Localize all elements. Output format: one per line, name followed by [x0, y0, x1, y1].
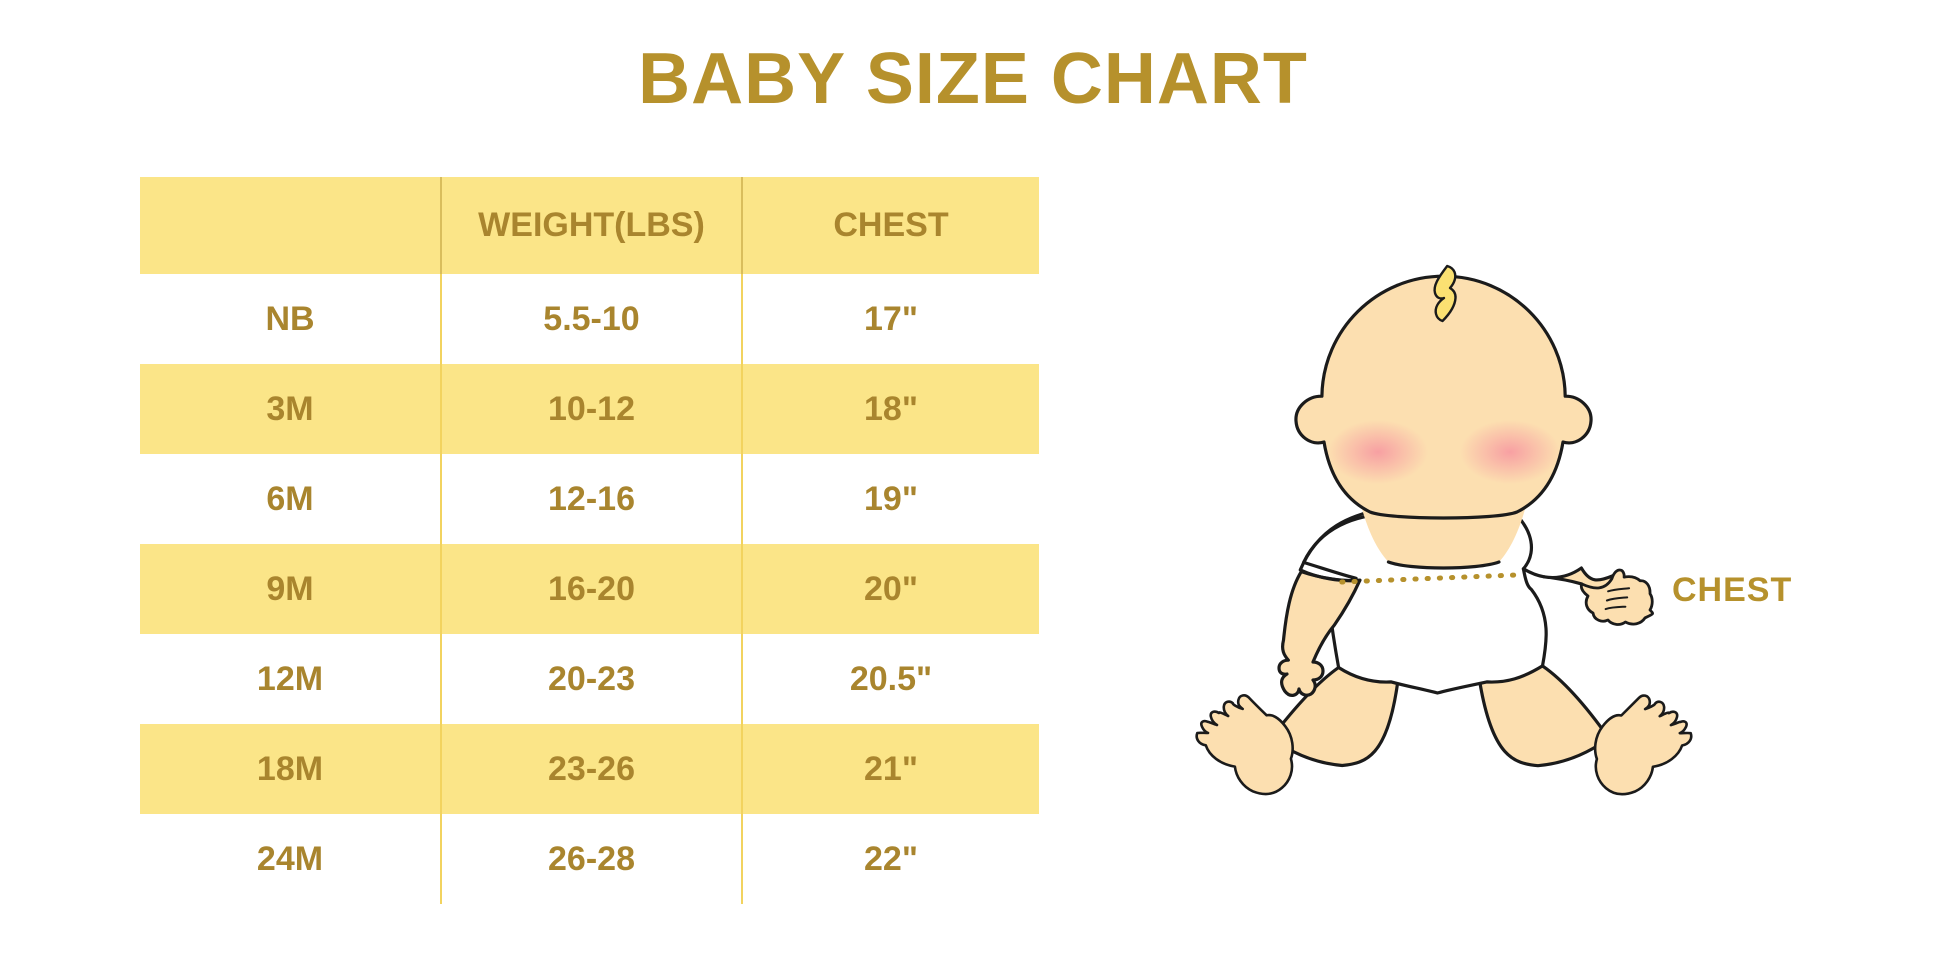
svg-text:CHEST: CHEST [1672, 571, 1792, 609]
